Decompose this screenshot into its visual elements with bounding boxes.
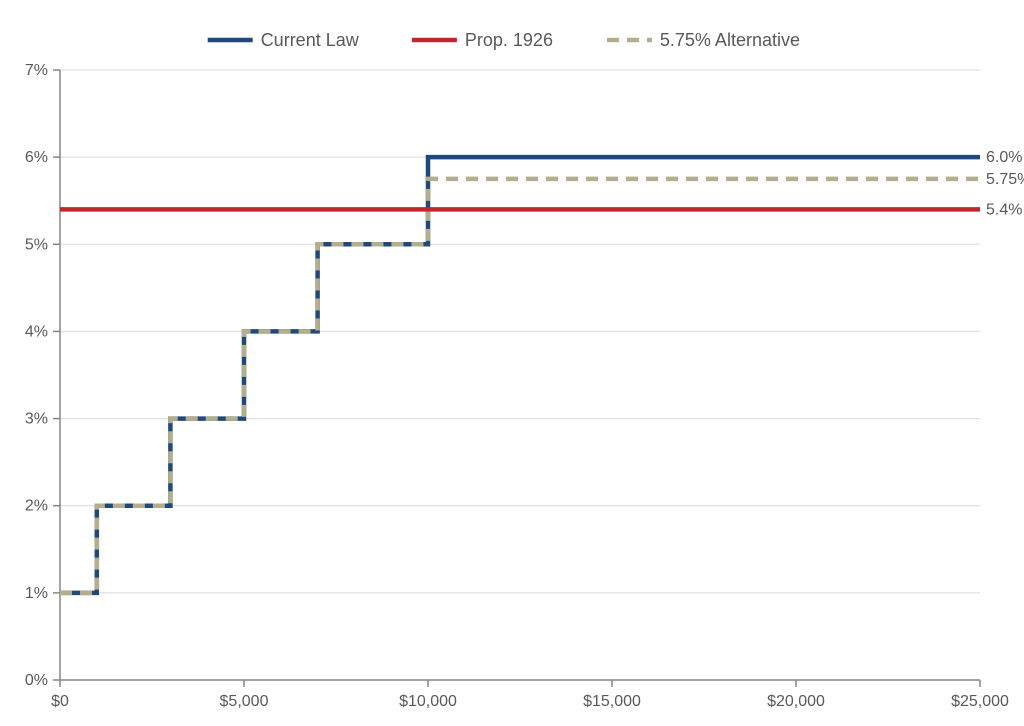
- series-alt: [60, 179, 980, 593]
- y-tick-label: 5%: [25, 236, 48, 253]
- y-tick-label: 6%: [25, 149, 48, 166]
- y-tick-label: 1%: [25, 585, 48, 602]
- legend-label-prop: Prop. 1926: [465, 30, 553, 50]
- y-tick-label: 3%: [25, 411, 48, 428]
- end-label-alt: 5.75%: [986, 171, 1024, 188]
- chart-svg: $0 $5,000 $10,000 $15,000 $20,000 $25,000 0% 1%…: [0, 0, 1024, 726]
- end-label-prop: 5.4%: [986, 201, 1022, 218]
- series-current: [60, 157, 980, 593]
- step-line-chart: $0 $5,000 $10,000 $15,000 $20,000 $25,000 0% 1%…: [0, 0, 1024, 726]
- x-tick-label: $5,000: [220, 693, 269, 710]
- y-tick-label: 0%: [25, 672, 48, 689]
- x-tick-label: $0: [51, 693, 69, 710]
- legend-label-alt: 5.75% Alternative: [660, 30, 800, 50]
- x-tick-label: $10,000: [399, 693, 457, 710]
- x-tick-label: $15,000: [583, 693, 641, 710]
- end-label-current: 6.0%: [986, 149, 1022, 166]
- legend-label-current: Current Law: [261, 30, 360, 50]
- y-tick-label: 7%: [25, 62, 48, 79]
- y-tick-label: 2%: [25, 498, 48, 515]
- y-tick-label: 4%: [25, 323, 48, 340]
- x-tick-label: $25,000: [951, 693, 1009, 710]
- x-tick-label: $20,000: [767, 693, 825, 710]
